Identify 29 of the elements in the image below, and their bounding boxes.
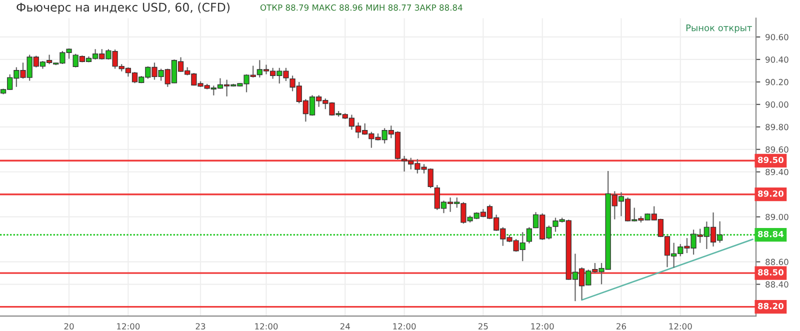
y-tick-label: 90.60 (766, 34, 788, 40)
x-tick-label: 24 (340, 323, 350, 330)
y-tick-label: 90.00 (766, 101, 788, 108)
candlestick (526, 226, 532, 244)
ref-line-label: 89.20 (758, 190, 784, 197)
chart-subtitle: ОТКР 88.79 МАКС 88.96 МИН 88.77 ЗАКР 88.84 (260, 4, 462, 11)
y-tick-label: 89.40 (766, 168, 788, 176)
x-tick-label: 26 (616, 323, 626, 330)
x-tick-label: 23 (196, 323, 206, 330)
y-tick-label: 90.40 (766, 56, 788, 63)
y-tick-label: 89.60 (766, 146, 788, 153)
x-tick-label: 20 (64, 323, 74, 330)
y-tick-label: 89.80 (766, 124, 788, 130)
x-tick-label: 12:00 (117, 323, 140, 330)
y-tick-label: 90.20 (766, 78, 788, 86)
ref-line-label: 88.50 (758, 269, 784, 276)
y-tick-label: 88.40 (766, 281, 788, 288)
x-tick-label: 12:00 (393, 323, 416, 330)
x-tick-label: 12:00 (531, 323, 554, 330)
chart-title: Фьючерс на индекс USD, 60, (CFD) (16, 2, 230, 14)
ref-line-label: 88.84 (758, 230, 784, 238)
y-tick-label: 89.00 (766, 214, 788, 220)
y-tick-label: 88.60 (766, 258, 788, 266)
x-tick-label: 25 (478, 323, 488, 330)
x-tick-label: 12:00 (669, 323, 692, 330)
x-tick-label: 12:00 (255, 323, 278, 330)
annotation: Рынок открыт (686, 24, 752, 33)
ref-line-label: 88.20 (758, 302, 784, 310)
ref-line-label: 89.50 (758, 156, 784, 164)
